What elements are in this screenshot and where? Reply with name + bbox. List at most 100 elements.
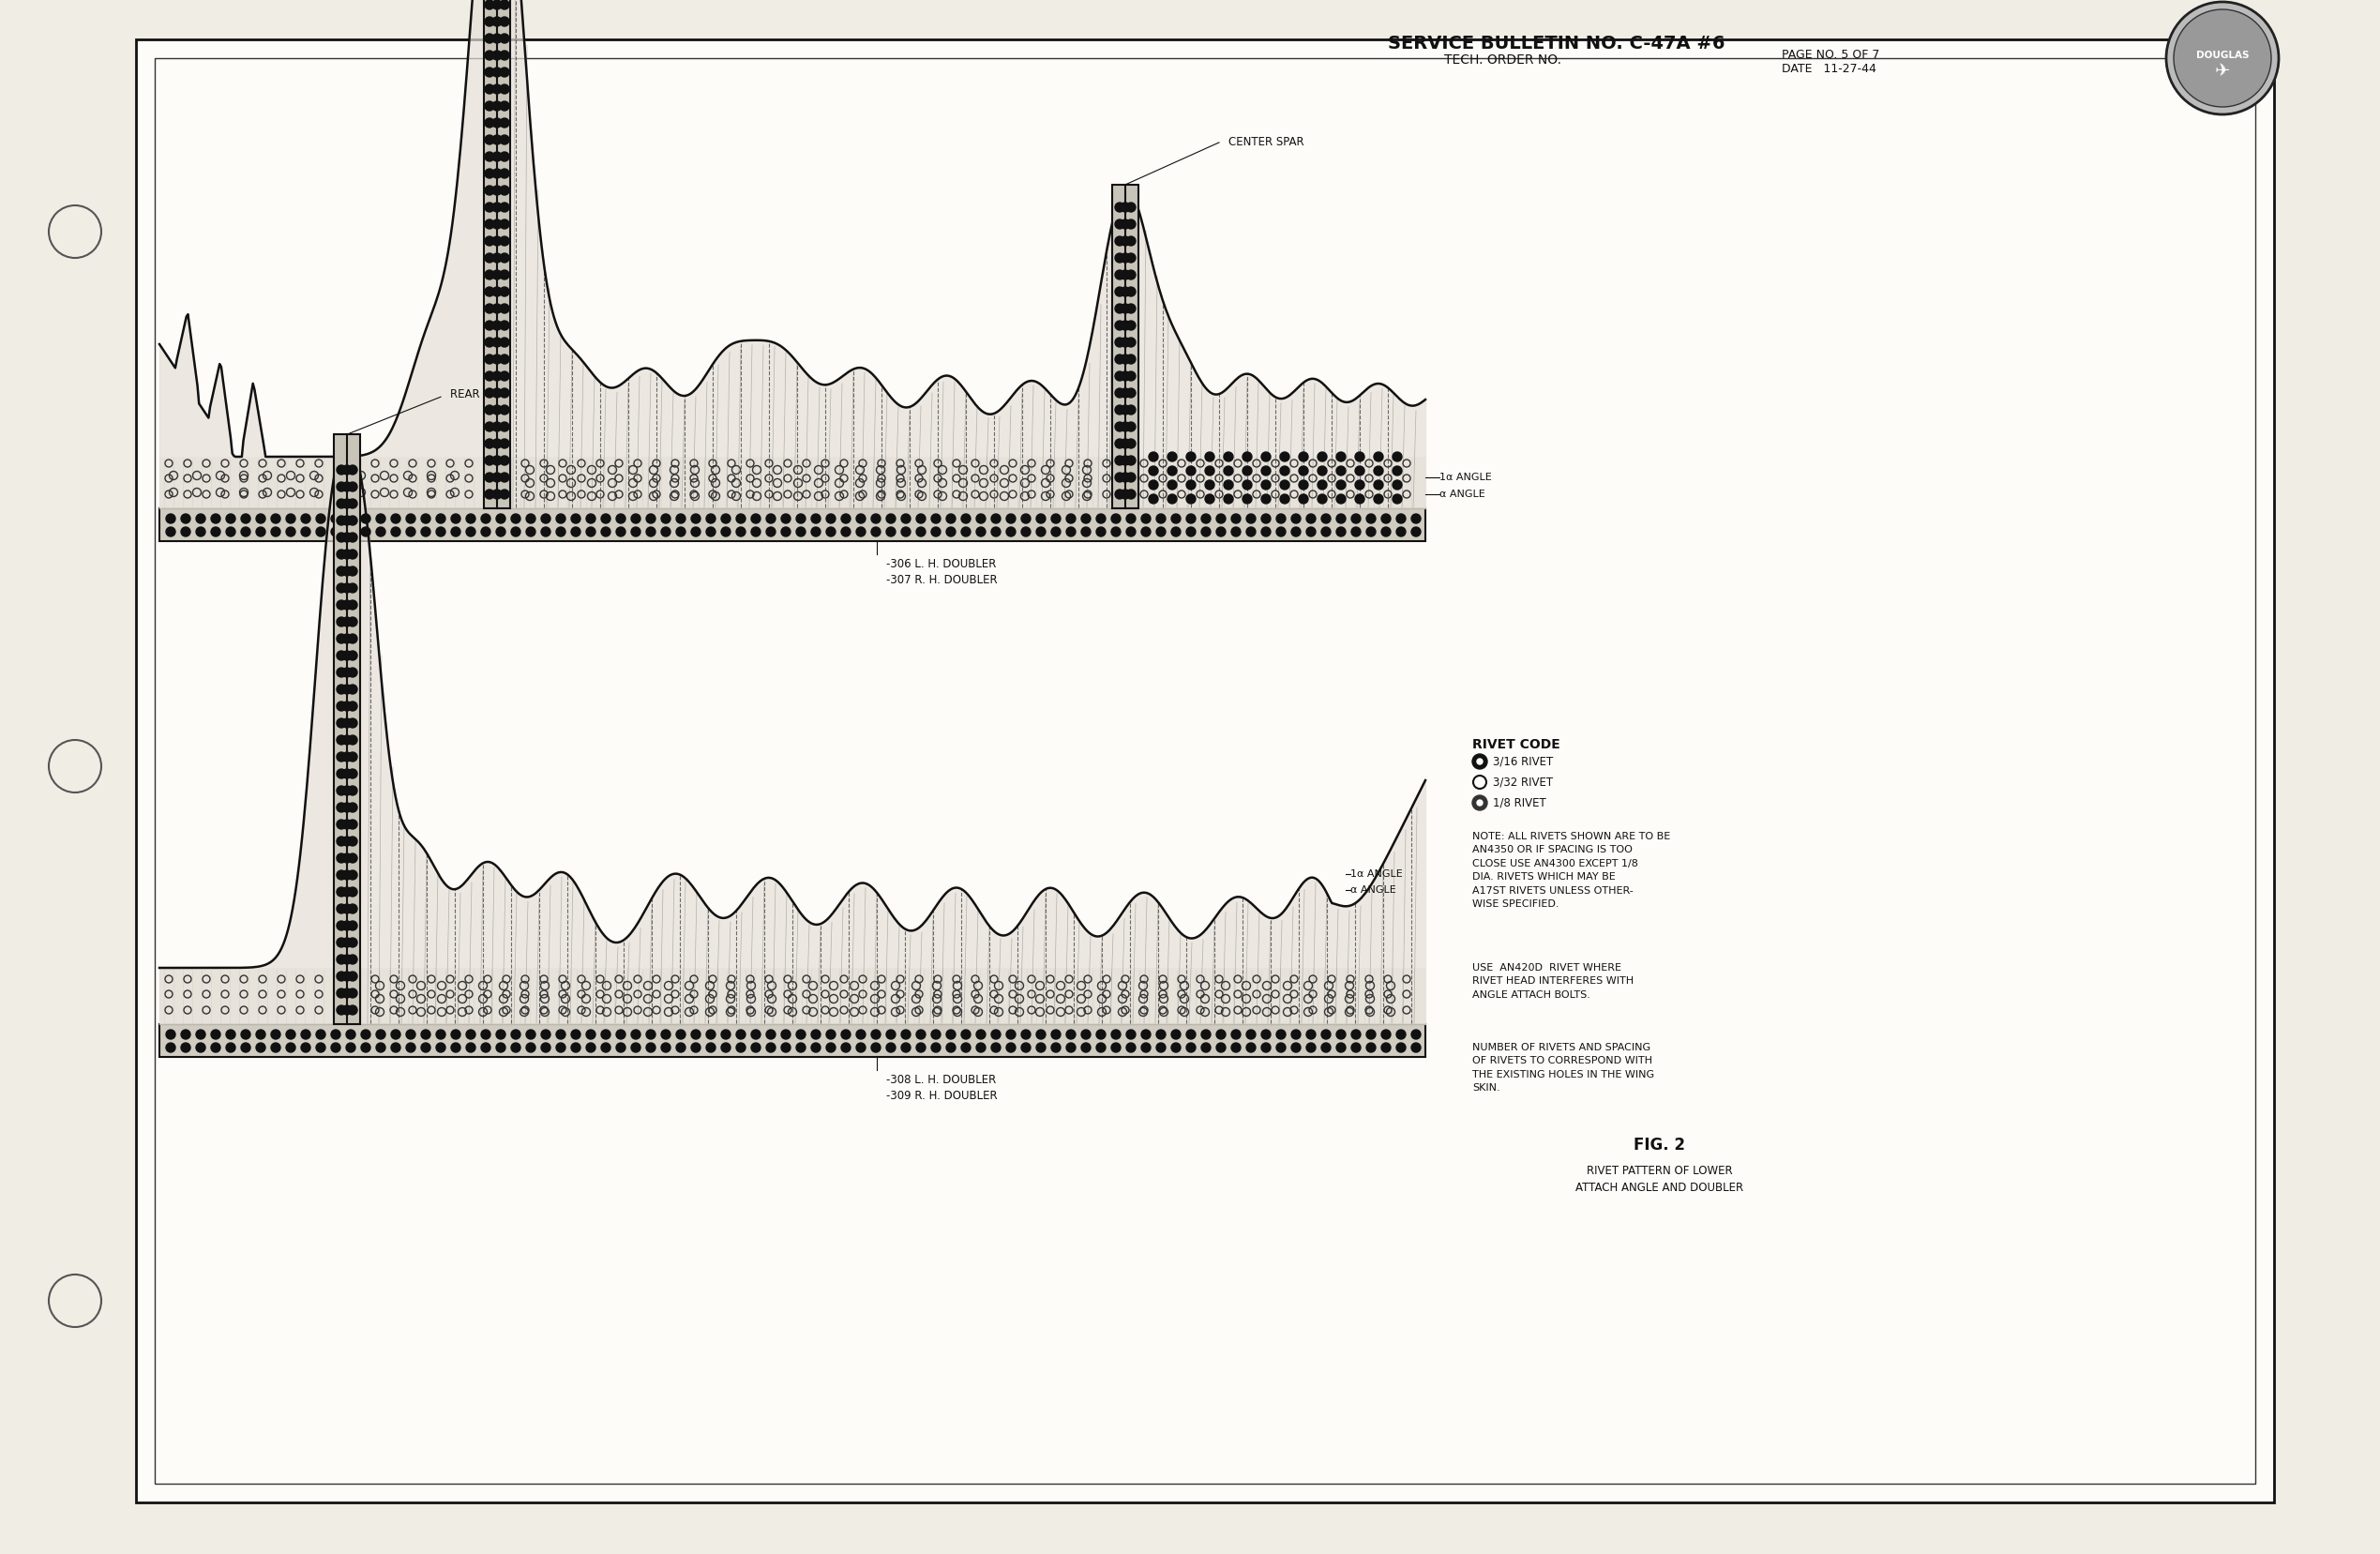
Circle shape — [486, 337, 495, 347]
Circle shape — [1021, 514, 1031, 524]
Circle shape — [48, 1274, 102, 1327]
Circle shape — [721, 1043, 731, 1052]
Circle shape — [343, 533, 352, 542]
Circle shape — [826, 1030, 835, 1040]
Circle shape — [1230, 1030, 1240, 1040]
Circle shape — [331, 527, 340, 536]
Circle shape — [1223, 466, 1233, 476]
Circle shape — [1216, 1043, 1226, 1052]
Circle shape — [336, 499, 345, 508]
Circle shape — [48, 740, 102, 793]
Circle shape — [493, 169, 502, 179]
Circle shape — [1185, 494, 1195, 503]
Circle shape — [1292, 1030, 1299, 1040]
Circle shape — [1052, 514, 1061, 524]
Circle shape — [885, 527, 895, 536]
Circle shape — [1335, 527, 1345, 536]
Circle shape — [1066, 514, 1076, 524]
Circle shape — [343, 853, 352, 862]
Circle shape — [735, 1043, 745, 1052]
Circle shape — [343, 651, 352, 660]
Circle shape — [486, 388, 495, 398]
Circle shape — [1223, 452, 1233, 462]
Circle shape — [336, 685, 345, 695]
Circle shape — [336, 617, 345, 626]
Circle shape — [976, 527, 985, 536]
Circle shape — [347, 853, 357, 862]
Text: FIG. 2: FIG. 2 — [1635, 1136, 1685, 1153]
Circle shape — [512, 514, 521, 524]
Circle shape — [1321, 1043, 1330, 1052]
Circle shape — [1276, 1030, 1285, 1040]
Circle shape — [962, 527, 971, 536]
Circle shape — [916, 1030, 926, 1040]
Circle shape — [212, 514, 221, 524]
Circle shape — [1114, 305, 1123, 314]
Circle shape — [486, 84, 495, 93]
Circle shape — [1380, 527, 1390, 536]
Circle shape — [962, 1043, 971, 1052]
Text: SERVICE BULLETIN NO. C-47A #6: SERVICE BULLETIN NO. C-47A #6 — [1388, 34, 1726, 53]
Circle shape — [486, 253, 495, 263]
Circle shape — [1121, 219, 1130, 228]
Circle shape — [481, 514, 490, 524]
Circle shape — [347, 600, 357, 609]
Circle shape — [1171, 514, 1180, 524]
Circle shape — [343, 499, 352, 508]
Circle shape — [1307, 1030, 1316, 1040]
Circle shape — [1081, 1043, 1090, 1052]
Circle shape — [631, 1030, 640, 1040]
Circle shape — [1247, 1043, 1257, 1052]
Circle shape — [1157, 527, 1166, 536]
Circle shape — [336, 786, 345, 796]
Circle shape — [452, 1030, 459, 1040]
Circle shape — [1114, 438, 1123, 448]
Circle shape — [493, 388, 502, 398]
Circle shape — [343, 600, 352, 609]
Circle shape — [1230, 527, 1240, 536]
Circle shape — [1021, 1030, 1031, 1040]
Circle shape — [766, 1030, 776, 1040]
Circle shape — [1121, 388, 1130, 398]
Circle shape — [343, 954, 352, 963]
Circle shape — [1321, 1030, 1330, 1040]
Circle shape — [1052, 1043, 1061, 1052]
Circle shape — [493, 490, 502, 499]
Circle shape — [226, 527, 236, 536]
Circle shape — [486, 455, 495, 465]
Circle shape — [1478, 800, 1483, 805]
Circle shape — [616, 527, 626, 536]
Circle shape — [343, 1005, 352, 1015]
Circle shape — [286, 527, 295, 536]
Circle shape — [1299, 466, 1309, 476]
Circle shape — [1202, 1043, 1211, 1052]
Circle shape — [343, 567, 352, 577]
Circle shape — [1126, 423, 1135, 432]
Circle shape — [481, 527, 490, 536]
Circle shape — [407, 1043, 416, 1052]
Circle shape — [493, 84, 502, 93]
Circle shape — [585, 1043, 595, 1052]
Circle shape — [1392, 466, 1402, 476]
Circle shape — [526, 514, 536, 524]
Circle shape — [336, 701, 345, 710]
Circle shape — [1321, 514, 1330, 524]
Bar — [159, 1024, 1426, 1057]
Circle shape — [271, 1043, 281, 1052]
Bar — [155, 57, 2256, 1484]
Circle shape — [526, 527, 536, 536]
Circle shape — [1121, 455, 1130, 465]
Circle shape — [1035, 514, 1045, 524]
Circle shape — [336, 516, 345, 525]
Circle shape — [390, 1043, 400, 1052]
Circle shape — [1007, 1043, 1016, 1052]
Circle shape — [1121, 438, 1130, 448]
Circle shape — [347, 465, 357, 474]
Circle shape — [676, 527, 685, 536]
Circle shape — [493, 305, 502, 314]
Circle shape — [766, 527, 776, 536]
Circle shape — [1142, 1043, 1150, 1052]
Circle shape — [1035, 527, 1045, 536]
Circle shape — [947, 527, 954, 536]
Circle shape — [931, 1030, 940, 1040]
